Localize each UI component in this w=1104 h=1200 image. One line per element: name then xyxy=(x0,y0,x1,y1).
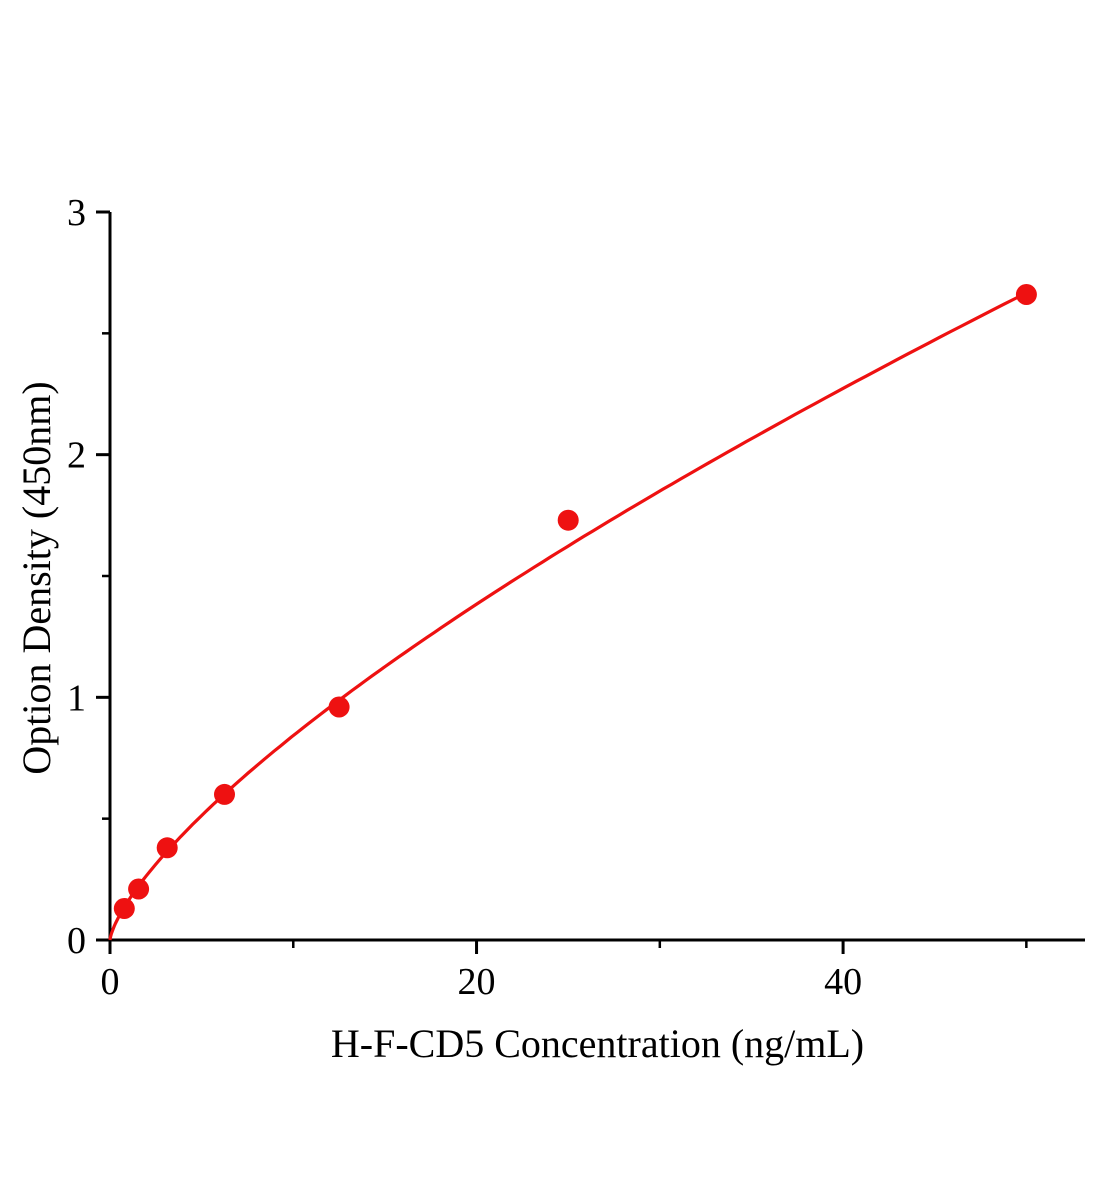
data-point xyxy=(328,696,350,718)
fit-curve xyxy=(108,291,1028,941)
y-tick-label: 2 xyxy=(67,435,86,477)
x-tick-label: 20 xyxy=(458,961,496,1003)
data-point xyxy=(156,837,178,859)
y-axis-title: Option Density (450nm) xyxy=(14,381,59,775)
data-point xyxy=(557,509,579,531)
x-axis-title: H-F-CD5 Concentration (ng/mL) xyxy=(330,1021,865,1066)
data-point xyxy=(113,898,135,919)
x-tick-label: 40 xyxy=(824,961,862,1003)
y-tick-label: 3 xyxy=(67,192,86,234)
data-point xyxy=(214,783,235,805)
data-point xyxy=(128,878,150,900)
x-tick-label: 0 xyxy=(101,961,120,1003)
y-tick-label: 0 xyxy=(67,920,86,962)
y-tick-label: 1 xyxy=(67,677,86,719)
data-point xyxy=(1015,284,1037,305)
